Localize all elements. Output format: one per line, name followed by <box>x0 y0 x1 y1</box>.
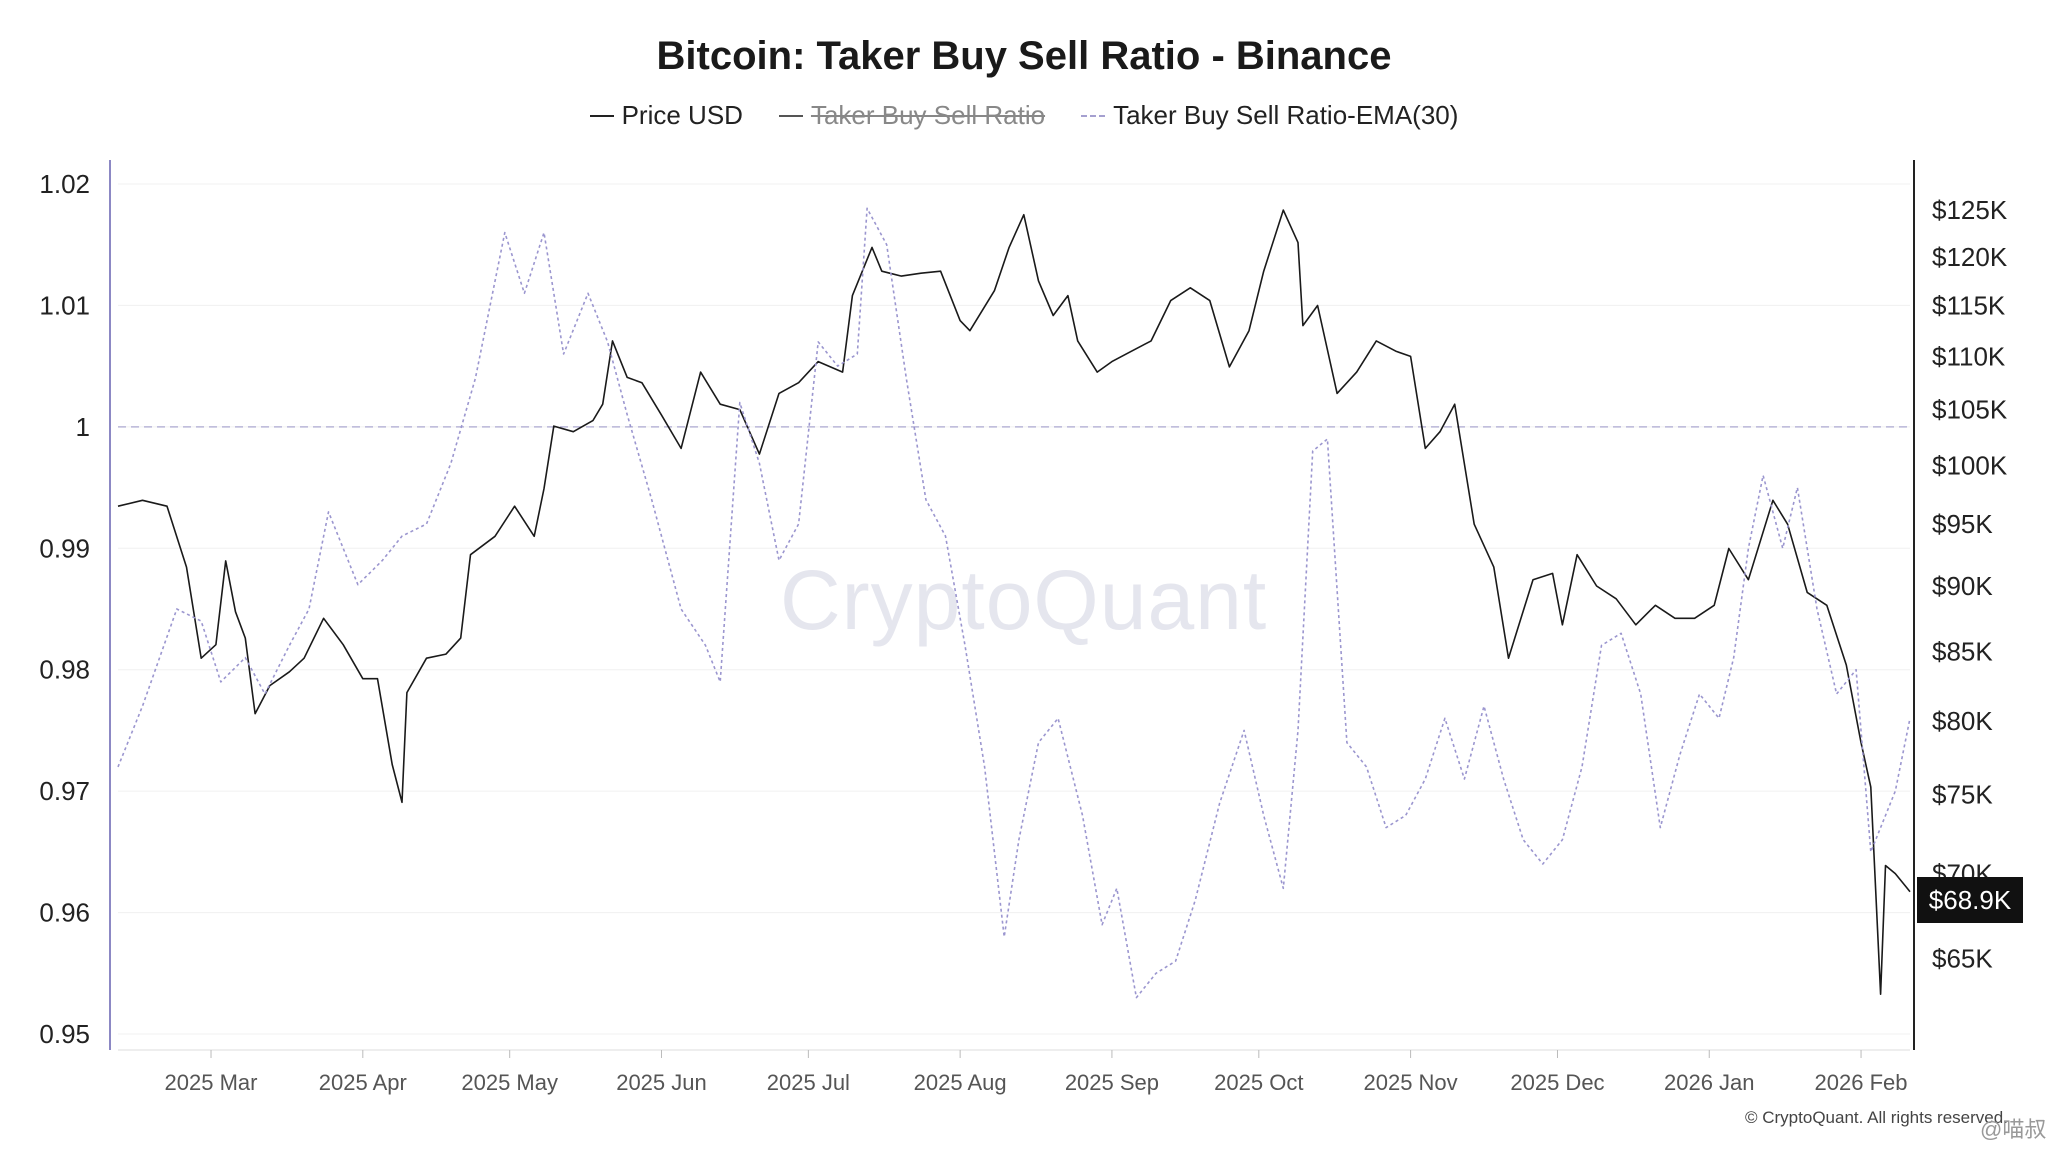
left-tick-label: 0.96 <box>39 898 90 928</box>
copyright-credit: © CryptoQuant. All rights reserved. <box>1745 1108 2008 1127</box>
left-tick-label: 0.95 <box>39 1019 90 1049</box>
legend-label-ema: Taker Buy Sell Ratio-EMA(30) <box>1113 100 1459 130</box>
right-tick-label: $125K <box>1932 195 2008 225</box>
watermark: CryptoQuant <box>780 553 1268 647</box>
right-axis-ticks: $65K$70K$75K$80K$85K$90K$95K$100K$105K$1… <box>1932 195 2008 973</box>
x-axis-ticks: 2025 Mar 2025 Apr 2025 May 2025 Jun 2025 Jul… <box>165 1050 1908 1095</box>
x-tick-label: 2025 May <box>461 1070 558 1095</box>
right-tick-label: $120K <box>1932 242 2008 272</box>
legend-swatch-ema <box>1081 114 1106 117</box>
series-lines <box>117 207 1911 999</box>
x-tick-label: 2025 Jul <box>767 1070 850 1095</box>
left-tick-label: 0.98 <box>39 655 90 685</box>
x-tick-label: 2025 Nov <box>1363 1070 1457 1095</box>
x-tick-label: 2025 Aug <box>914 1070 1007 1095</box>
legend-item-price[interactable]: Price USD <box>589 100 743 131</box>
series-line-ema <box>117 207 1911 999</box>
x-tick-label: 2025 Dec <box>1510 1070 1604 1095</box>
right-tick-label: $65K <box>1932 943 1993 973</box>
left-tick-label: 1.02 <box>39 169 90 199</box>
legend-swatch-price <box>589 114 614 117</box>
legend-label-ratio: Taker Buy Sell Ratio <box>810 100 1046 130</box>
left-tick-label: 1 <box>76 412 90 442</box>
legend: Price USD Taker Buy Sell Ratio Taker Buy… <box>0 100 2048 131</box>
chart-title: Bitcoin: Taker Buy Sell Ratio - Binance <box>656 34 1392 78</box>
left-tick-label: 0.97 <box>39 776 90 806</box>
legend-item-ema[interactable]: Taker Buy Sell Ratio-EMA(30) <box>1081 100 1458 131</box>
right-tick-label: $115K <box>1932 291 2006 321</box>
x-tick-label: 2025 Jun <box>616 1070 707 1095</box>
x-tick-label: 2026 Jan <box>1664 1070 1755 1095</box>
left-axis-ticks: 0.95 0.96 0.97 0.98 0.99 1 1.01 1.02 <box>39 169 90 1049</box>
x-tick-label: 2026 Feb <box>1815 1070 1908 1095</box>
right-tick-label: $95K <box>1932 509 1993 539</box>
series-line-price <box>117 209 1911 995</box>
x-tick-label: 2025 Oct <box>1214 1070 1303 1095</box>
x-tick-label: 2025 Sep <box>1065 1070 1159 1095</box>
legend-item-ratio[interactable]: Taker Buy Sell Ratio <box>778 100 1046 131</box>
right-tick-label: $100K <box>1932 450 2008 480</box>
gridlines <box>118 183 1910 1035</box>
legend-label-price: Price USD <box>621 100 743 130</box>
right-tick-label: $90K <box>1932 571 1993 601</box>
corner-watermark-tag: @喵叔 <box>1980 1117 2047 1142</box>
x-tick-label: 2025 Apr <box>319 1070 407 1095</box>
right-tick-label: $105K <box>1932 395 2008 425</box>
right-tick-label: $110K <box>1932 341 2006 371</box>
left-tick-label: 1.01 <box>39 290 90 320</box>
right-tick-label: $85K <box>1932 636 1993 666</box>
left-tick-label: 0.99 <box>39 533 90 563</box>
legend-swatch-ratio <box>778 114 803 117</box>
last-price-label: $68.9K <box>1917 877 2023 923</box>
right-tick-label: $80K <box>1932 706 1993 736</box>
right-tick-label: $75K <box>1932 780 1993 810</box>
x-tick-label: 2025 Mar <box>165 1070 258 1095</box>
